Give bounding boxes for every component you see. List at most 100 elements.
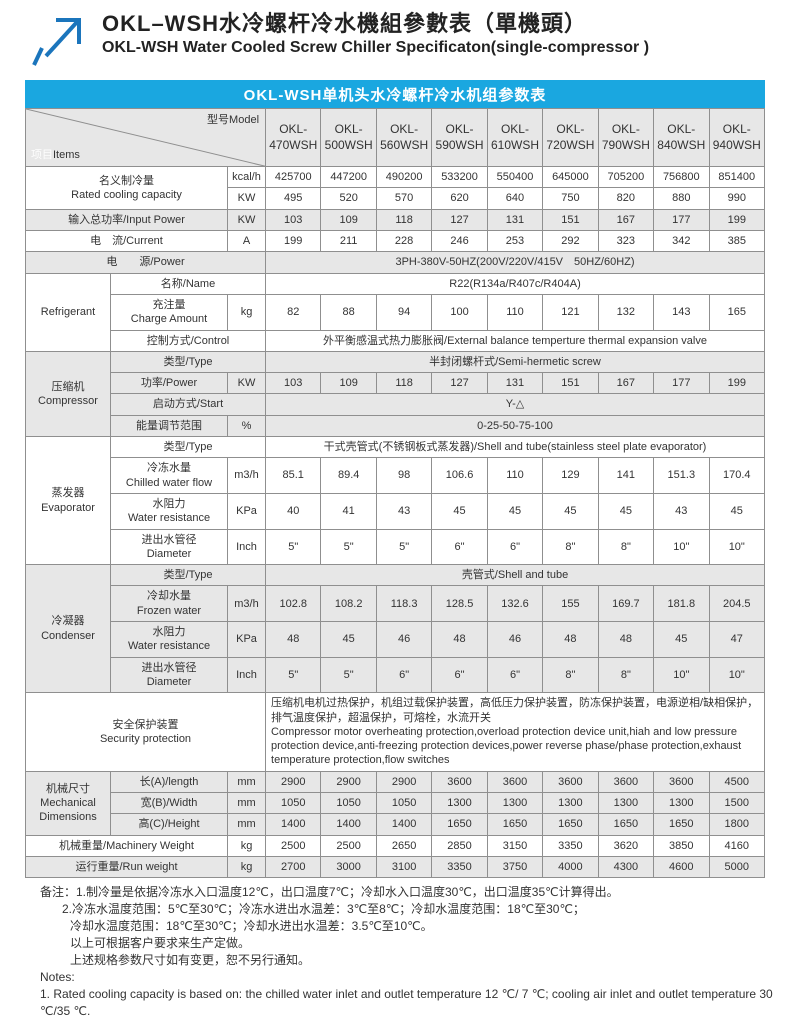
value-evaporator-pipe-diameter-OKL-720WSH: 8" [542, 528, 599, 566]
group-label-evaporator-type: 蒸发器 Evaporator [25, 436, 111, 566]
row-label-condenser-pipe-diameter: 进出水管径 Diameter [110, 656, 228, 694]
merged-value-power-supply: 3PH-380V-50HZ(200V/220V/415V 50HZ/60HZ) [265, 251, 765, 274]
value-condenser-frozen-water-OKL-720WSH: 155 [542, 585, 599, 623]
value-condenser-frozen-water-OKL-940WSH: 204.5 [708, 585, 766, 623]
corner-diagonal-line [26, 109, 265, 166]
value-rated-cooling-kw-OKL-940WSH: 990 [708, 187, 766, 210]
value-dimension-height-OKL-500WSH: 1400 [320, 813, 377, 836]
merged-value-refrigerant-control: 外平衡感温式热力膨胀阀/External balance temperture … [265, 329, 765, 352]
row-label-compressor-capacity-range: 能量调节范围 [110, 414, 228, 438]
row-label-input-power: 输入总功率/Input Power [25, 208, 228, 232]
model-header-okl-790wsh: OKL- 790WSH [597, 107, 655, 168]
value-dimension-width-OKL-940WSH: 1500 [708, 791, 766, 815]
value-input-power-OKL-560WSH: 118 [375, 208, 433, 232]
value-refrigerant-charge-OKL-500WSH: 88 [320, 293, 377, 331]
value-refrigerant-charge-OKL-470WSH: 82 [265, 293, 322, 331]
merged-value-condenser-type: 壳管式/Shell and tube [265, 564, 765, 587]
row-label-machinery-weight: 机械重量/Machinery Weight [25, 834, 228, 857]
value-run-weight-OKL-470WSH: 2700 [265, 855, 322, 879]
row-current: 电 流/Current A 199 211 228 246 253 292 323 342 385 [25, 230, 766, 253]
unit-dimension-length: mm [226, 770, 267, 793]
value-condenser-water-resistance-OKL-560WSH: 46 [375, 621, 433, 658]
unit-input-power: KW [226, 208, 267, 232]
value-dimension-width-OKL-590WSH: 1300 [431, 791, 488, 815]
value-input-power-OKL-470WSH: 103 [265, 208, 322, 232]
value-evaporator-chilled-water-flow-OKL-610WSH: 110 [486, 457, 544, 494]
row-label-dimension-height: 高(C)/Height [110, 813, 228, 836]
row-label-evaporator-water-resistance: 水阻力 Water resistance [110, 492, 228, 530]
value-evaporator-chilled-water-flow-OKL-590WSH: 106.6 [431, 457, 488, 494]
value-dimension-length-OKL-500WSH: 2900 [320, 770, 377, 793]
value-rated-cooling-kw-OKL-560WSH: 570 [375, 187, 433, 210]
note-line: Notes: [40, 970, 75, 985]
value-condenser-pipe-diameter-OKL-500WSH: 5" [320, 656, 377, 694]
merged-value-compressor-capacity-range: 0-25-50-75-100 [265, 414, 765, 438]
corner-cell: 项目Items 型号Model [24, 107, 267, 168]
value-evaporator-water-resistance-OKL-590WSH: 45 [431, 492, 488, 530]
unit-rated-cooling-kw: KW [226, 187, 267, 210]
value-dimension-length-OKL-590WSH: 3600 [431, 770, 488, 793]
value-evaporator-pipe-diameter-OKL-610WSH: 6" [486, 528, 544, 566]
value-current-OKL-940WSH: 385 [708, 230, 766, 253]
value-input-power-OKL-790WSH: 167 [597, 208, 655, 232]
value-machinery-weight-OKL-470WSH: 2500 [265, 834, 322, 857]
note-line: 上述规格参数尺寸如有变更，恕不另行通知。 [70, 953, 311, 968]
value-rated-cooling-kw-OKL-840WSH: 880 [653, 187, 710, 210]
value-dimension-length-OKL-610WSH: 3600 [486, 770, 544, 793]
value-current-OKL-720WSH: 292 [542, 230, 599, 253]
unit-machinery-weight: kg [226, 834, 267, 857]
corner-items-label: 项目Items [31, 148, 80, 161]
value-condenser-pipe-diameter-OKL-720WSH: 8" [542, 656, 599, 694]
value-run-weight-OKL-940WSH: 5000 [708, 855, 766, 879]
value-rated-cooling-kw-OKL-790WSH: 820 [597, 187, 655, 210]
value-refrigerant-charge-OKL-590WSH: 100 [431, 293, 488, 331]
value-dimension-height-OKL-720WSH: 1650 [542, 813, 599, 836]
row-input-power: 输入总功率/Input Power KW 103 109 118 127 131 151 167… [25, 208, 766, 232]
value-condenser-water-resistance-OKL-610WSH: 46 [486, 621, 544, 658]
value-evaporator-pipe-diameter-OKL-590WSH: 6" [431, 528, 488, 566]
value-rated-cooling-kw-OKL-720WSH: 750 [542, 187, 599, 210]
value-condenser-water-resistance-OKL-590WSH: 48 [431, 621, 488, 658]
row-run-weight: 运行重量/Run weight kg 2700 3000 3100 3350 3750 400… [25, 855, 766, 879]
row-condenser-pipe-diameter: 进出水管径 Diameter Inch 5" 5" 6" 6" 6" 8" 8" 10" 10" [26, 656, 766, 694]
unit-condenser-pipe-diameter: Inch [226, 656, 267, 694]
value-condenser-water-resistance-OKL-940WSH: 47 [708, 621, 766, 658]
value-condenser-frozen-water-OKL-500WSH: 108.2 [320, 585, 377, 623]
value-rated-cooling-kcal-OKL-560WSH: 490200 [375, 166, 433, 189]
row-label-security-protection: 安全保护装置 Security protection [24, 692, 267, 772]
row-label-condenser-type: 类型/Type [109, 564, 267, 587]
value-evaporator-water-resistance-OKL-720WSH: 45 [542, 492, 599, 530]
unit-condenser-frozen-water: m3/h [226, 585, 267, 623]
value-dimension-height-OKL-470WSH: 1400 [265, 813, 322, 836]
value-dimension-length-OKL-560WSH: 2900 [375, 770, 433, 793]
value-evaporator-chilled-water-flow-OKL-790WSH: 141 [597, 457, 655, 494]
value-evaporator-pipe-diameter-OKL-790WSH: 8" [597, 528, 655, 566]
note-line: 2.冷冻水温度范围：5℃至30℃；冷冻水进出水温差：3℃至8℃；冷却水温度范围：… [62, 902, 585, 917]
row-condenser-type: 冷凝器 Condenser 类型/Type 壳管式/Shell and tube [25, 564, 765, 694]
merged-value-security-protection: 压缩机电机过热保护，机组过载保护装置，高低压力保护装置，防冻保护装置，电源逆相/… [265, 692, 765, 772]
row-label-refrigerant-charge: 充注量 Charge Amount [110, 293, 228, 331]
row-label-compressor-start: 启动方式/Start [109, 393, 267, 416]
value-condenser-water-resistance-OKL-840WSH: 45 [653, 621, 710, 658]
value-evaporator-water-resistance-OKL-500WSH: 41 [320, 492, 377, 530]
value-input-power-OKL-610WSH: 131 [486, 208, 544, 232]
value-dimension-height-OKL-590WSH: 1650 [431, 813, 488, 836]
value-machinery-weight-OKL-610WSH: 3150 [486, 834, 544, 857]
note-line: 1. Rated cooling capacity is based on: t… [40, 987, 773, 1019]
value-evaporator-water-resistance-OKL-610WSH: 45 [486, 492, 544, 530]
unit-current: A [226, 230, 267, 253]
model-header-okl-940wsh: OKL- 940WSH [708, 107, 766, 168]
table-title-banner: OKL-WSH单机头水冷螺杆冷水机组参数表 [25, 80, 765, 108]
row-refrigerant-control: 控制方式/Control 外平衡感温式热力膨胀阀/External balance… [26, 329, 765, 352]
unit-dimension-height: mm [226, 813, 267, 836]
value-refrigerant-charge-OKL-610WSH: 110 [486, 293, 544, 331]
value-evaporator-chilled-water-flow-OKL-500WSH: 89.4 [320, 457, 377, 494]
model-header-okl-590wsh: OKL- 590WSH [431, 107, 488, 168]
page-title: OKL–WSH水冷螺杆冷水機組參數表（單機頭） [102, 11, 588, 36]
value-current-OKL-470WSH: 199 [265, 230, 322, 253]
value-condenser-pipe-diameter-OKL-590WSH: 6" [431, 656, 488, 694]
value-compressor-power-OKL-610WSH: 131 [486, 372, 544, 395]
value-condenser-frozen-water-OKL-790WSH: 169.7 [597, 585, 655, 623]
value-input-power-OKL-500WSH: 109 [320, 208, 377, 232]
value-current-OKL-610WSH: 253 [486, 230, 544, 253]
